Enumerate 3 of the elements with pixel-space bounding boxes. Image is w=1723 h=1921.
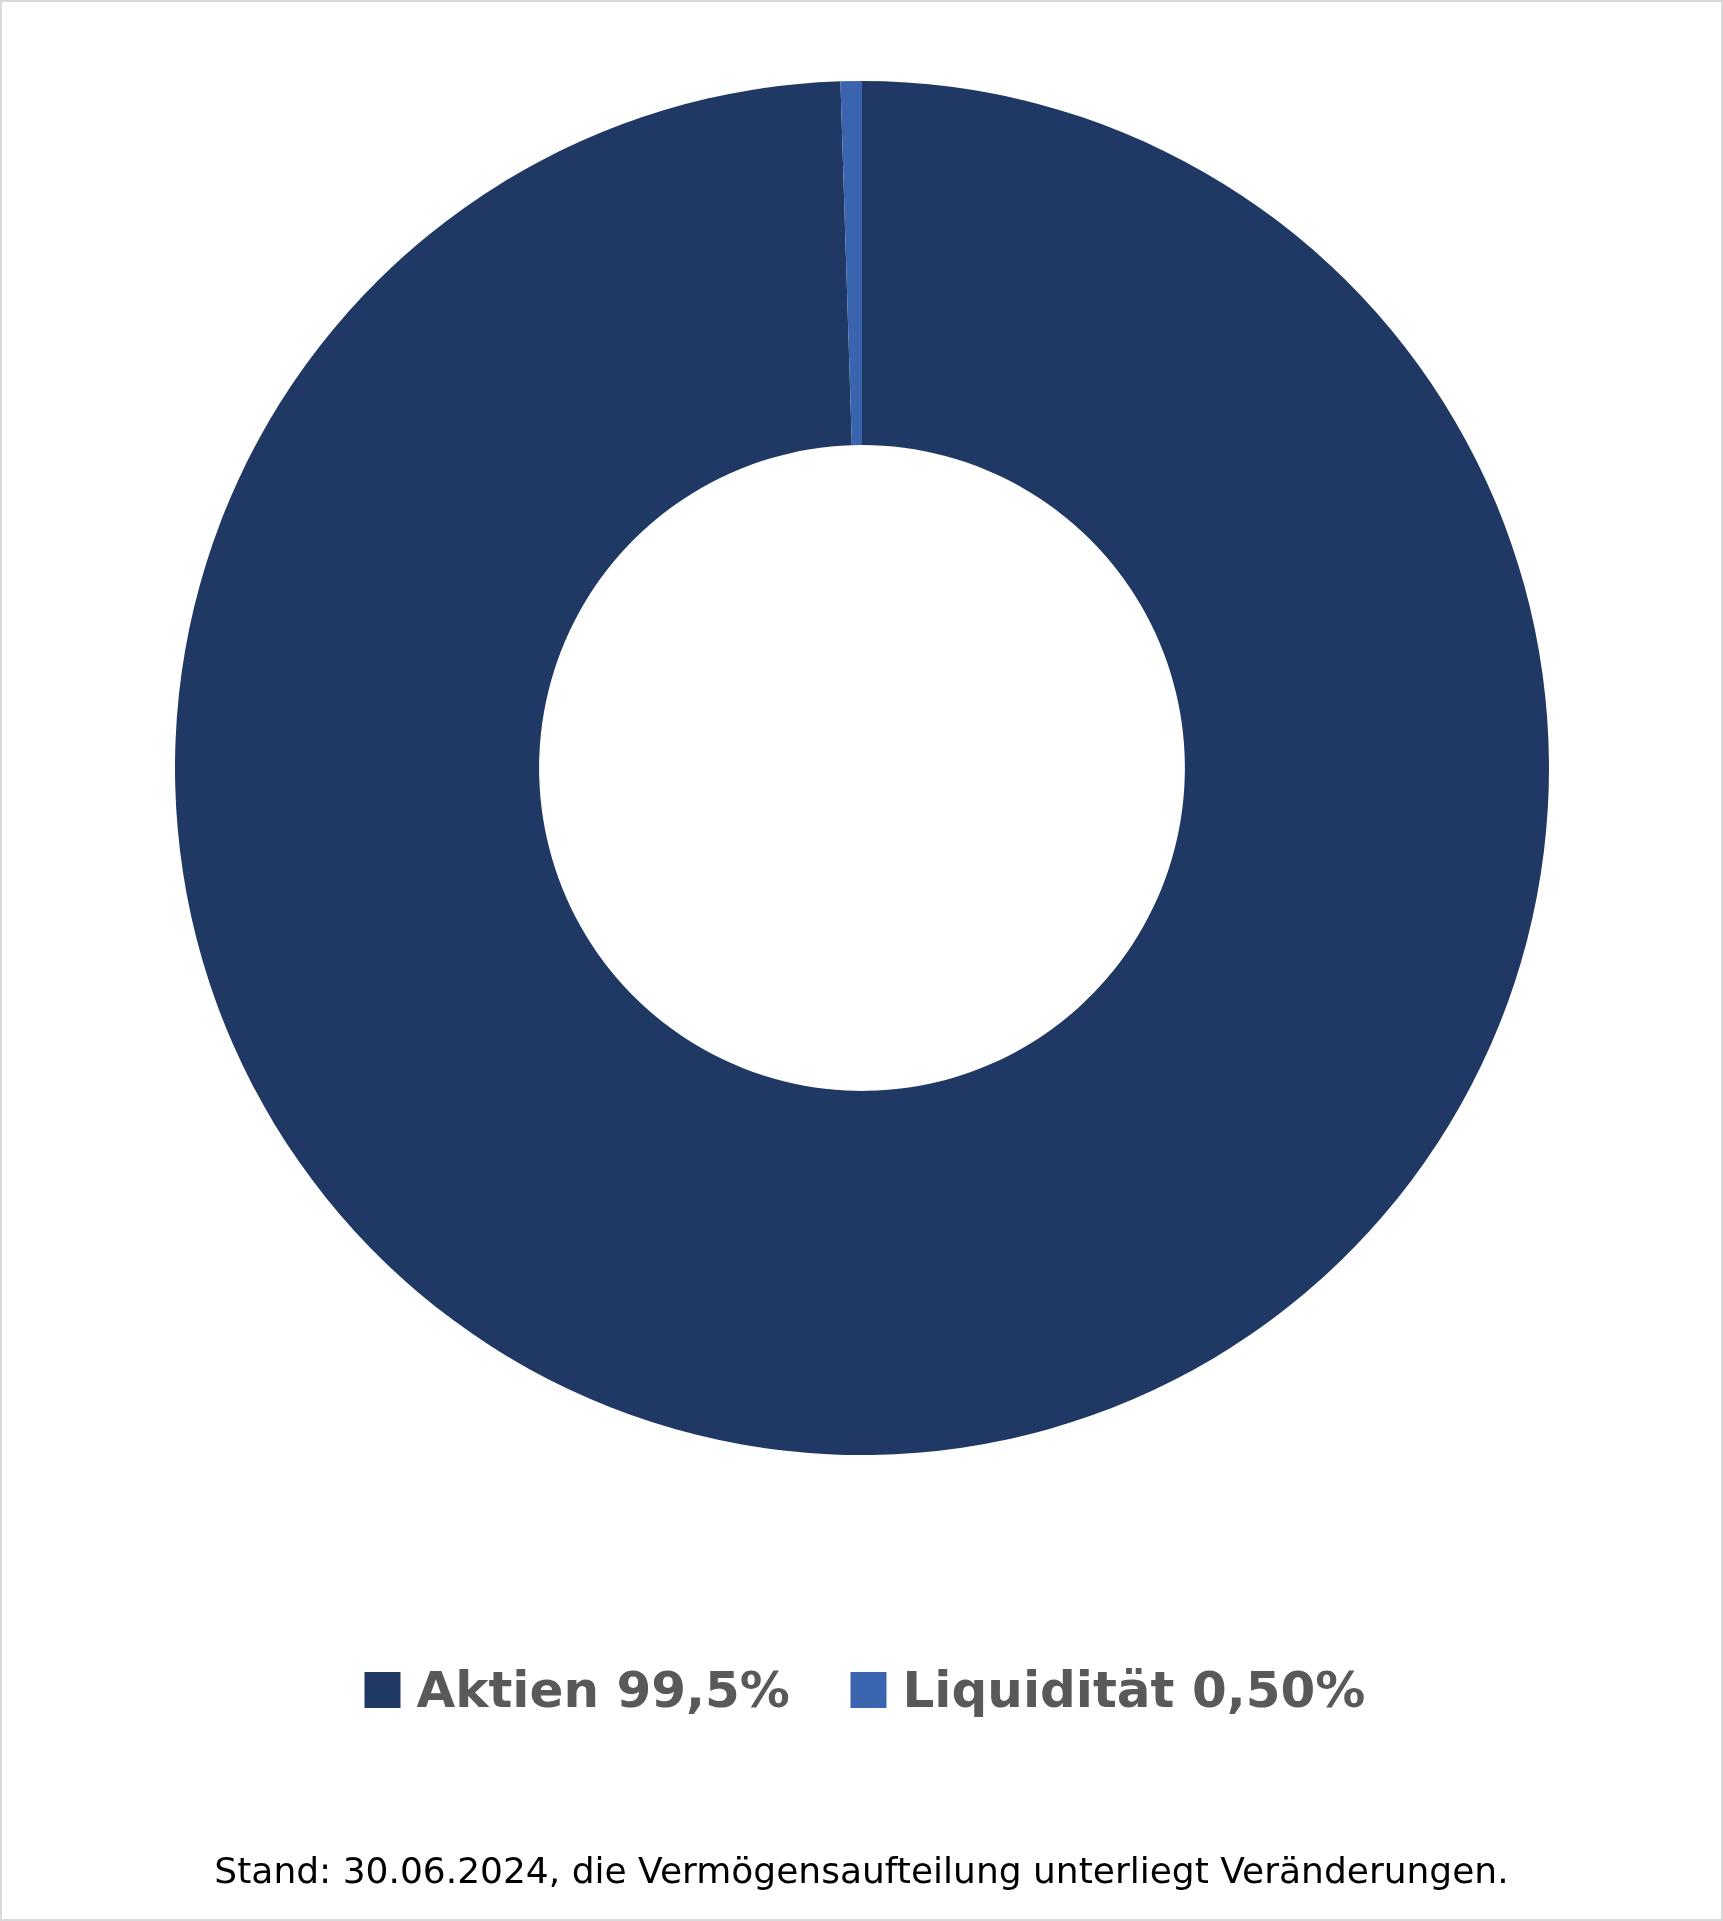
legend-label: Aktien 99,5% (416, 1661, 790, 1719)
text: Stand: 30.06.2024, die Vermögensaufteilung unterliegt Veränderungen. (214, 1849, 1509, 1891)
legend-label: Liquidität 0,50% (902, 1661, 1366, 1719)
